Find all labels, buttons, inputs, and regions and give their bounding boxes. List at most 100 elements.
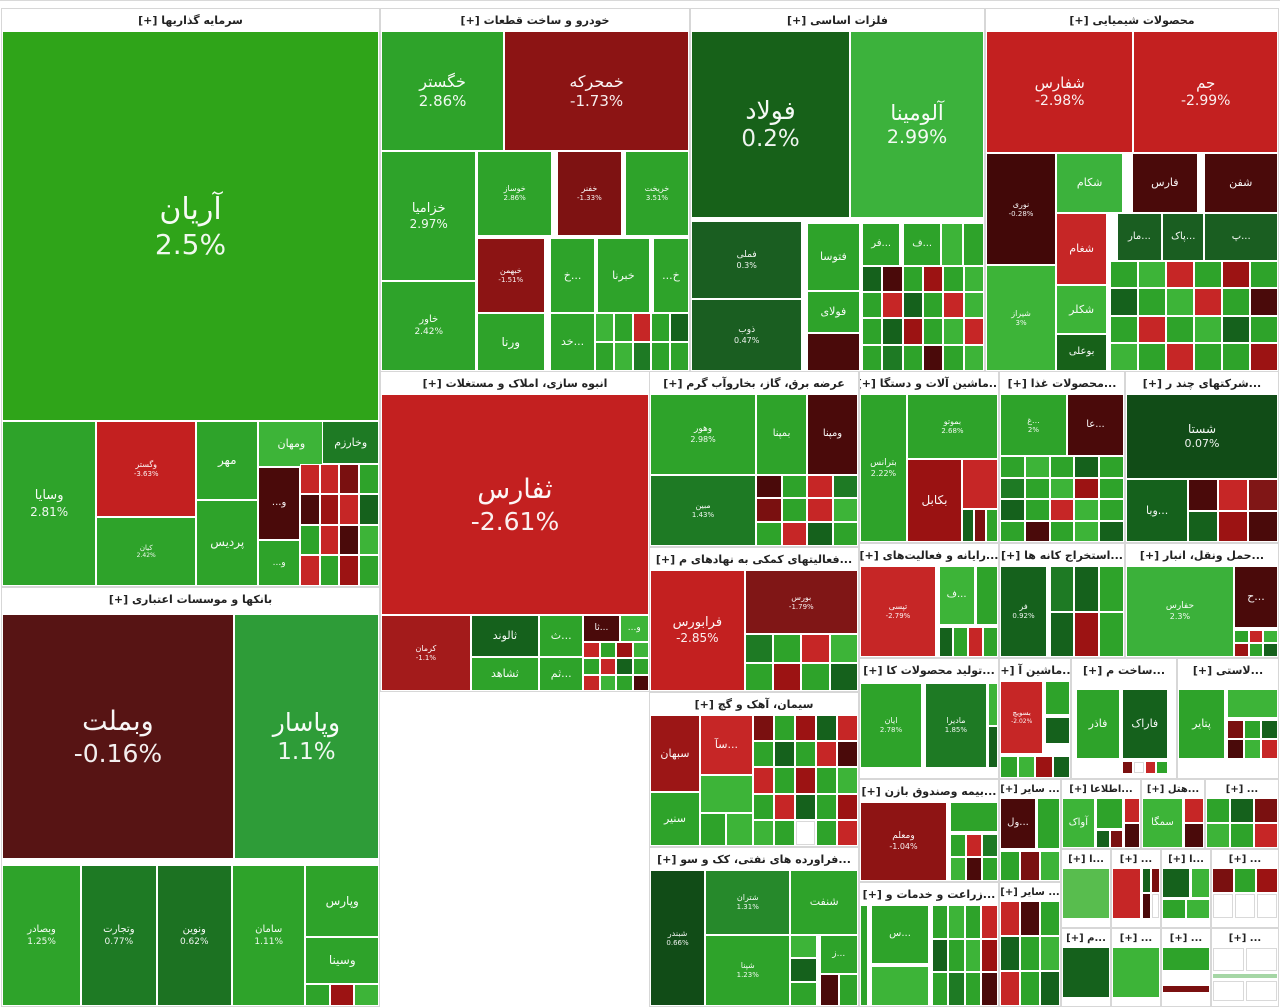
stock-tile-small[interactable] — [950, 858, 965, 880]
stock-tile-small[interactable] — [1167, 261, 1194, 288]
sector-header[interactable]: ...حمل ونقل، انبار [+] — [1126, 544, 1278, 566]
stock-tile-small[interactable] — [808, 475, 832, 498]
stock-tile-small[interactable] — [949, 906, 964, 938]
stock-tile[interactable]: خ... — [652, 238, 689, 314]
stock-tile-small[interactable] — [1251, 316, 1277, 343]
stock-tile-small[interactable] — [1050, 500, 1074, 520]
stock-tile-small[interactable] — [932, 973, 948, 1005]
stock-tile-small[interactable] — [963, 224, 983, 265]
stock-tile[interactable] — [1162, 984, 1210, 993]
stock-tile-small[interactable] — [360, 495, 378, 524]
stock-tile[interactable]: ثشاهد — [470, 656, 540, 691]
stock-tile-small[interactable] — [795, 716, 815, 741]
stock-tile-small[interactable] — [753, 716, 773, 741]
stock-tile[interactable]: بترانس 2.22% — [860, 394, 907, 542]
stock-tile-small[interactable] — [954, 627, 968, 656]
stock-tile-small[interactable] — [1025, 500, 1049, 520]
stock-tile-small[interactable] — [1041, 902, 1059, 935]
stock-tile-small[interactable] — [1219, 480, 1248, 510]
stock-tile-small[interactable] — [1262, 740, 1277, 758]
stock-tile-small[interactable] — [1249, 480, 1277, 510]
stock-tile-small[interactable] — [774, 742, 794, 767]
sector-header[interactable]: ...محصولات غذا [+] — [1000, 372, 1124, 394]
stock-tile-small[interactable] — [1249, 644, 1263, 656]
stock-tile[interactable]: ...ول — [1000, 798, 1036, 850]
stock-tile[interactable]: پتایر — [1178, 688, 1225, 759]
stock-tile-small[interactable] — [1075, 521, 1099, 541]
stock-tile-small[interactable] — [939, 627, 953, 656]
stock-tile-small[interactable] — [753, 742, 773, 767]
stock-tile-small[interactable] — [795, 794, 815, 819]
stock-tile-small[interactable] — [773, 663, 801, 690]
stock-tile-small[interactable] — [1050, 567, 1074, 611]
sector-header[interactable]: ... سایر [+] — [1000, 883, 1060, 901]
stock-tile[interactable]: خمحرکه -1.73% — [504, 31, 689, 152]
sector-header[interactable]: عرضه برق، گاز، بخاروآب گرم [+] — [650, 372, 858, 394]
stock-tile-small[interactable] — [1021, 972, 1039, 1005]
stock-tile-small[interactable] — [753, 820, 773, 845]
stock-tile-small[interactable] — [596, 343, 613, 370]
stock-tile-small[interactable] — [1255, 799, 1277, 822]
stock-tile-small[interactable] — [950, 834, 965, 857]
stock-tile[interactable]: وبصادر 1.25% — [2, 865, 82, 1006]
stock-tile[interactable]: سمگا — [1142, 798, 1183, 848]
stock-tile-small[interactable] — [1185, 824, 1203, 847]
stock-tile-small[interactable] — [1111, 289, 1138, 315]
stock-tile-small[interactable] — [633, 314, 651, 342]
stock-tile[interactable]: فولاد 0.2% — [691, 31, 851, 218]
stock-tile[interactable]: سامان 1.11% — [231, 865, 306, 1006]
stock-tile-small[interactable] — [1245, 740, 1260, 758]
stock-tile-small[interactable] — [791, 959, 817, 982]
stock-tile-small[interactable] — [1134, 761, 1144, 774]
stock-tile-small[interactable] — [300, 495, 319, 524]
stock-tile[interactable]: شفارس -2.98% — [986, 31, 1134, 154]
stock-tile-small[interactable] — [1151, 894, 1159, 918]
stock-tile-small[interactable] — [1050, 521, 1074, 541]
stock-tile-small[interactable] — [944, 266, 963, 292]
stock-tile[interactable]: فملی 0.3% — [691, 221, 803, 299]
stock-tile[interactable]: شکلر — [1056, 285, 1108, 335]
stock-tile[interactable]: شبندر 0.66% — [650, 870, 706, 1006]
stock-tile-small[interactable] — [306, 985, 329, 1005]
stock-tile-small[interactable] — [340, 525, 359, 555]
sector-header[interactable]: سرمایه گذاریها [+] — [2, 9, 379, 31]
stock-tile-small[interactable] — [1001, 457, 1024, 477]
sector-header[interactable]: سیمان، آهک و گچ [+] — [650, 693, 858, 715]
stock-tile-small[interactable] — [944, 345, 963, 370]
stock-tile[interactable] — [1062, 868, 1110, 919]
stock-tile[interactable]: خاور 2.42% — [381, 280, 477, 371]
stock-tile-small[interactable] — [963, 510, 974, 541]
stock-tile-small[interactable] — [1167, 289, 1194, 315]
stock-tile[interactable]: ...فر — [862, 223, 901, 266]
stock-tile[interactable]: ومعلم -1.04% — [860, 802, 947, 881]
stock-tile-small[interactable] — [320, 464, 339, 494]
stock-tile-small[interactable] — [965, 939, 981, 972]
stock-tile-small[interactable] — [1001, 972, 1019, 1005]
stock-tile[interactable]: آریان 2.5% — [2, 31, 379, 422]
stock-tile-small[interactable] — [330, 985, 354, 1005]
stock-tile-small[interactable] — [795, 768, 815, 793]
stock-tile[interactable] — [975, 566, 998, 626]
stock-tile-small[interactable] — [949, 973, 964, 1005]
stock-tile[interactable]: شکام — [1056, 153, 1124, 214]
stock-tile-small[interactable] — [1025, 478, 1049, 499]
stock-tile[interactable]: پردیس — [196, 499, 259, 586]
stock-tile-small[interactable] — [966, 858, 981, 880]
stock-tile[interactable]: ...ف — [938, 566, 975, 626]
stock-tile-small[interactable] — [808, 523, 832, 545]
stock-tile-small[interactable] — [1025, 457, 1049, 477]
stock-tile[interactable]: و... — [258, 466, 300, 541]
stock-tile[interactable]: وخارزم — [322, 421, 379, 464]
stock-tile-small[interactable] — [802, 663, 829, 690]
stock-tile[interactable]: خگستر 2.86% — [381, 31, 505, 152]
stock-tile[interactable]: ...وبا — [1126, 479, 1189, 542]
stock-tile-small[interactable] — [782, 523, 807, 545]
stock-tile[interactable]: ذوب 0.47% — [691, 298, 803, 371]
stock-tile[interactable] — [962, 459, 998, 510]
stock-tile[interactable]: جم -2.99% — [1133, 31, 1278, 154]
stock-tile[interactable]: فولای — [807, 291, 860, 334]
stock-tile-small[interactable] — [652, 343, 670, 370]
stock-tile-small[interactable] — [883, 319, 902, 344]
stock-tile-small[interactable] — [1036, 756, 1052, 777]
stock-tile-small[interactable] — [965, 973, 981, 1005]
